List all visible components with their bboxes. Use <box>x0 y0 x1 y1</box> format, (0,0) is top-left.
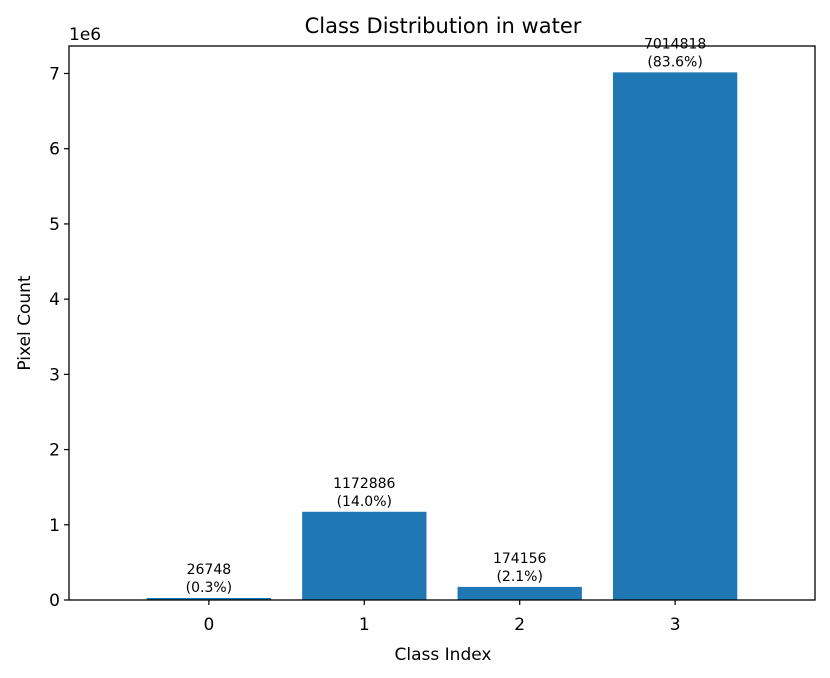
x-axis-ticks: 0 1 2 3 <box>203 600 681 635</box>
bar-2 <box>457 586 582 600</box>
bar-value-label: (83.6%) <box>647 54 702 70</box>
x-tick-label: 3 <box>670 615 681 635</box>
bar-labels: 26748 (0.3%) 1172886 (14.0%) 174156 (2.1%) 701… <box>186 36 707 596</box>
y-tick-label: 2 <box>49 441 60 461</box>
bar-value-label: 7014818 <box>644 36 706 52</box>
bar-value-label: 1172886 <box>333 476 395 492</box>
y-tick-label: 0 <box>49 591 60 611</box>
y-tick-label: 6 <box>49 140 60 160</box>
y-tick-label: 5 <box>49 215 60 235</box>
y-tick-label: 4 <box>49 290 60 310</box>
y-axis-ticks: 0 1 2 3 4 5 6 7 <box>49 64 69 611</box>
bar-1 <box>302 511 427 600</box>
bar-value-label: (14.0%) <box>337 494 392 510</box>
bars <box>146 72 738 600</box>
bar-value-label: (0.3%) <box>186 580 233 596</box>
x-tick-label: 0 <box>203 615 214 635</box>
y-tick-label: 1 <box>49 516 60 536</box>
y-tick-label: 7 <box>49 64 60 84</box>
x-tick-label: 1 <box>359 615 370 635</box>
plot-frame <box>68 45 816 601</box>
bar-value-label: 26748 <box>187 562 232 578</box>
bar-0 <box>146 597 272 600</box>
y-axis-label: Pixel Count <box>15 275 35 371</box>
y-tick-label: 3 <box>49 365 60 385</box>
chart-title: Class Distribution in water <box>305 14 582 38</box>
x-tick-label: 2 <box>514 615 525 635</box>
bar-value-label: 174156 <box>493 551 547 567</box>
x-axis-label: Class Index <box>395 645 492 665</box>
bar-3 <box>612 72 738 600</box>
bar-value-label: (2.1%) <box>496 569 543 585</box>
y-offset-label: 1e6 <box>69 25 101 45</box>
